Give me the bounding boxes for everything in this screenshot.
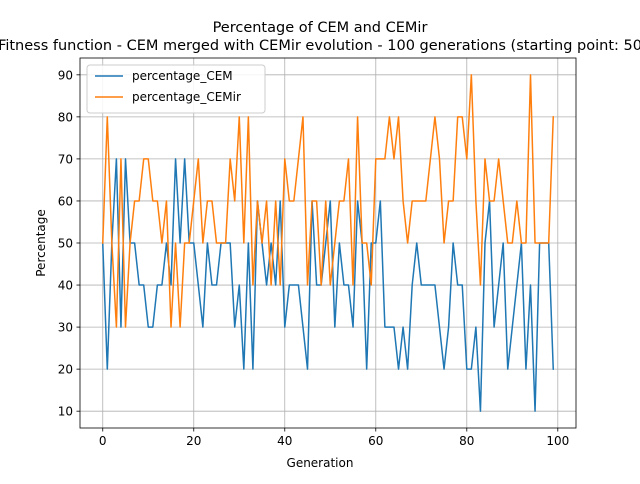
axis-ticks: 0 20 40 60 80 100 10 20 30 40 50 60 70 80 90	[58, 68, 570, 448]
x-tick-label: 80	[459, 434, 474, 448]
legend-label-cemir: percentage_CEMir	[132, 90, 241, 104]
y-tick-label: 50	[58, 237, 73, 251]
y-tick-label: 90	[58, 68, 73, 82]
x-tick-label: 40	[277, 434, 292, 448]
plot-area-frame	[79, 57, 577, 429]
y-tick-label: 60	[58, 194, 73, 208]
y-tick-label: 10	[58, 405, 73, 419]
legend-box	[86, 64, 266, 114]
y-axis-label: Percentage	[34, 209, 48, 277]
y-tick-label: 30	[58, 321, 73, 335]
x-axis-label: Generation	[287, 456, 354, 470]
series-lines	[101, 74, 555, 412]
legend: percentage_CEM percentage_CEMir	[86, 64, 266, 114]
y-tick-label: 40	[58, 279, 73, 293]
x-tick-label: 0	[99, 434, 107, 448]
series-line-cem	[101, 158, 555, 412]
series-line-cemir	[101, 74, 555, 328]
chart-subtitle: Fitness function - CEM merged with CEMir…	[0, 38, 640, 54]
y-tick-label: 80	[58, 110, 73, 124]
y-tick-label: 70	[58, 152, 73, 166]
x-tick-label: 60	[368, 434, 383, 448]
y-tick-label: 20	[58, 363, 73, 377]
x-tick-label: 100	[546, 434, 569, 448]
legend-label-cem: percentage_CEM	[132, 69, 233, 83]
x-tick-label: 20	[186, 434, 201, 448]
chart-title: Percentage of CEM and CEMir	[213, 20, 428, 36]
